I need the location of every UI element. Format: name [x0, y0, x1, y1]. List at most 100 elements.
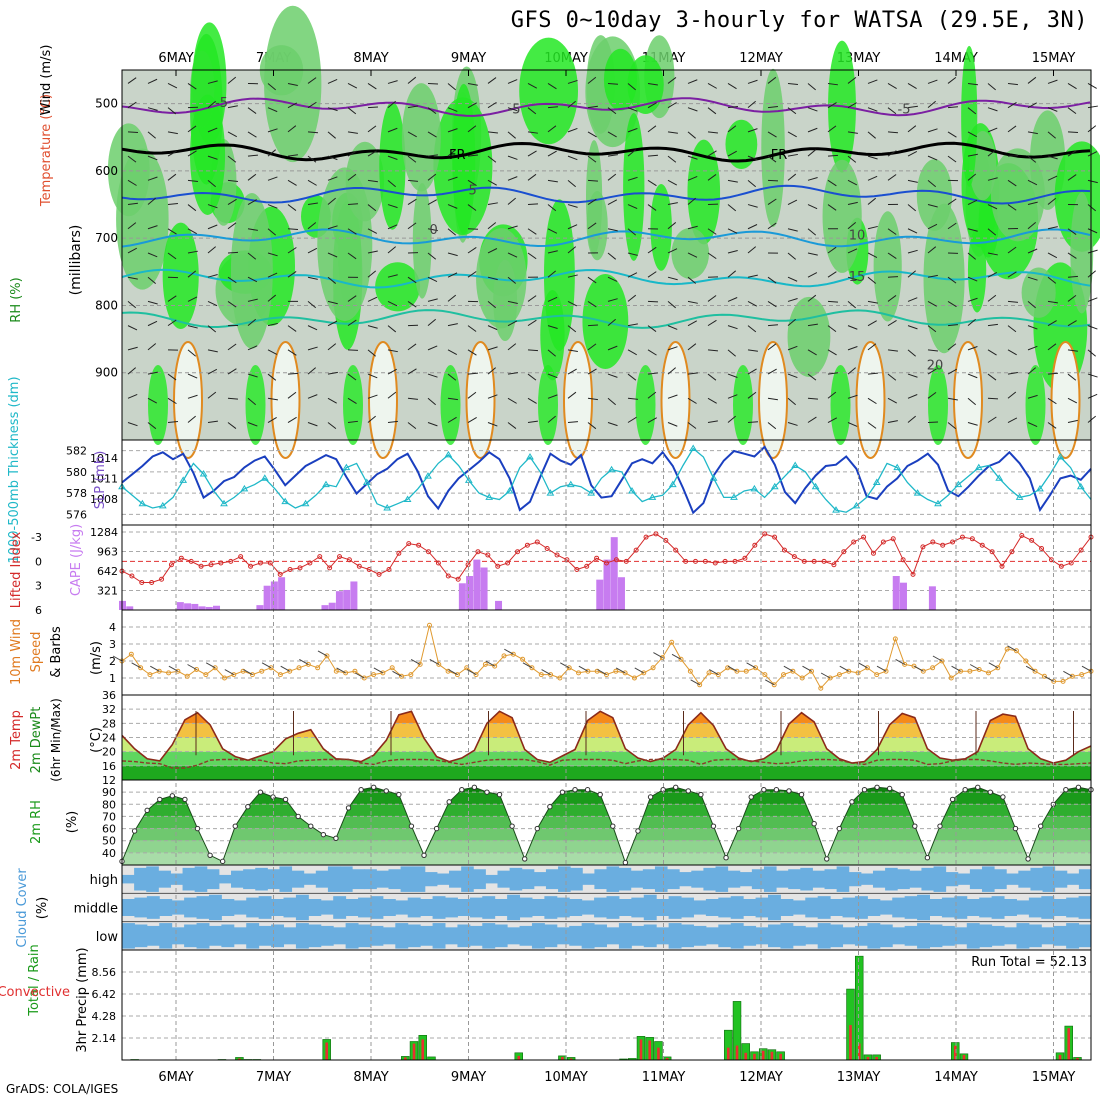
cloud-cell-low [979, 924, 993, 948]
cloud-cell-high [424, 872, 438, 887]
rh-marker [811, 821, 817, 827]
date-tick-bottom: 10MAY [544, 1070, 588, 1085]
cape-bar [458, 583, 466, 610]
wind-barb [947, 276, 957, 284]
wind-barb [327, 225, 338, 230]
cloud-cell-high [134, 867, 147, 891]
wind-barb [787, 153, 798, 157]
wind-barb [1027, 276, 1038, 281]
wind-barb [607, 422, 618, 427]
wind-marker [557, 675, 563, 681]
cloud-axis-label: Cloud Cover [15, 868, 30, 948]
cape-bar [480, 567, 488, 610]
wind-barb [876, 665, 887, 672]
cloud-cell-high [1054, 870, 1068, 888]
wind-barb [227, 222, 237, 230]
wind-barb [847, 102, 857, 109]
rh-marker [182, 796, 188, 803]
wind-barb [567, 100, 576, 109]
wind-barb [767, 422, 777, 430]
wind-barb [227, 368, 237, 375]
wind-barb [167, 252, 177, 260]
rh-marker [836, 825, 843, 832]
cape-bar [205, 606, 213, 610]
cape-bar [610, 537, 618, 610]
wind-barb [207, 204, 218, 209]
wind-barb [355, 672, 365, 679]
thickness-marker [934, 499, 942, 507]
wind-barb [727, 106, 738, 109]
cloud-cell-middle [295, 894, 309, 921]
wind-barb [1027, 394, 1038, 399]
wind-barb [347, 83, 358, 89]
wind-barb [187, 296, 198, 302]
lifted-index-marker [287, 567, 293, 572]
cloud-cell-high [340, 866, 353, 892]
wind-marker [343, 670, 349, 676]
lifted-index-tick: 0 [35, 555, 42, 568]
wind-barb [547, 373, 558, 379]
wind-barb [527, 420, 538, 424]
wind-barb [307, 222, 317, 230]
wind-barb [287, 102, 298, 109]
wind-barb [207, 179, 216, 188]
wind-barb [747, 179, 757, 188]
rh-marker [282, 796, 289, 803]
wind-barb [167, 228, 177, 235]
wind-barb [1087, 83, 1097, 89]
wind-barb [467, 204, 477, 211]
wind-barb [1047, 343, 1057, 351]
wind-barb [567, 204, 578, 208]
rh-marker [849, 799, 855, 805]
lifted-index-marker [1009, 549, 1015, 555]
wind-barb [607, 298, 618, 302]
cloud-cell-high [739, 872, 753, 887]
wind-barb [867, 252, 878, 258]
wind-barb [615, 667, 626, 674]
rh-blob [928, 365, 948, 445]
wind-barb [1044, 675, 1054, 682]
lifted-index-marker [485, 552, 491, 558]
rh-marker [773, 787, 780, 793]
thickness-marker [444, 450, 453, 458]
cloud-cell-middle [208, 894, 222, 921]
wind-barb [427, 173, 437, 181]
lifted-index-marker [1019, 533, 1025, 538]
wind-barb [1027, 179, 1038, 186]
wind-barb [707, 228, 717, 235]
cloud-cell-middle [457, 899, 471, 916]
wind-barb [988, 662, 999, 669]
cape-bar [928, 586, 936, 610]
wind-barb [1067, 174, 1077, 181]
wind-barb [447, 416, 457, 423]
wind-barb [410, 658, 421, 665]
rh-tick: 50 [102, 835, 116, 848]
wind-barb [487, 248, 498, 254]
precip-convective-bar [412, 1043, 416, 1060]
wind-barb [127, 247, 138, 254]
rh-marker [559, 789, 566, 795]
wind-marker [259, 668, 265, 674]
cloud-cell-low [457, 924, 471, 948]
cloud-cell-low [184, 924, 198, 948]
cloud-cell-high [497, 870, 511, 888]
wind-marker [967, 668, 973, 674]
lifted-index-marker [327, 565, 333, 571]
date-tick-bottom: 6MAY [158, 1070, 193, 1085]
wind-barb [687, 79, 698, 84]
wind-marker [650, 665, 656, 671]
wind-barb [667, 367, 676, 375]
wind-barb [1007, 371, 1018, 375]
cloud-cell-high [836, 866, 850, 892]
thickness-marker [852, 501, 861, 509]
rh-blob [787, 296, 831, 377]
wind-barb [932, 655, 943, 662]
wind-barb [827, 82, 838, 86]
wind-barb [1067, 397, 1078, 404]
wind-barb [392, 670, 402, 677]
wind-barb [187, 204, 197, 212]
thickness-marker [954, 480, 963, 488]
wind-barb [427, 345, 438, 351]
wind-barb [147, 320, 158, 327]
cape-bar [126, 606, 134, 610]
